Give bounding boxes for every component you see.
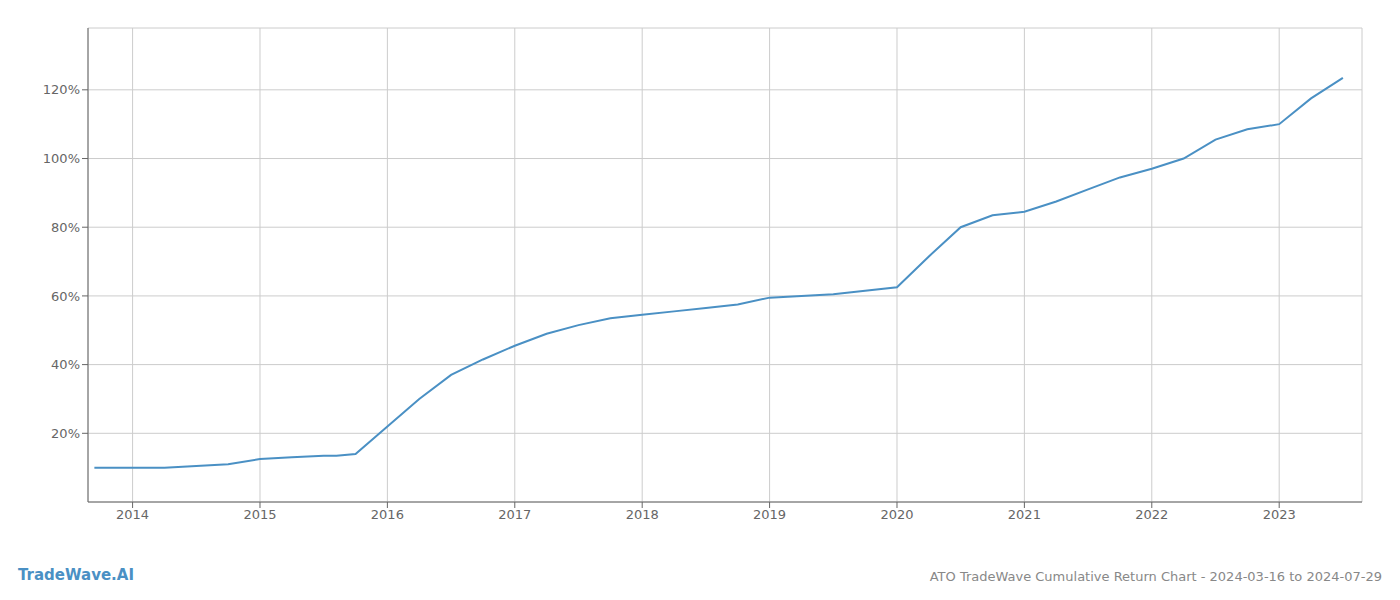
svg-text:20%: 20%	[51, 426, 80, 441]
svg-text:2016: 2016	[371, 507, 404, 522]
svg-text:2017: 2017	[498, 507, 531, 522]
svg-text:2014: 2014	[116, 507, 149, 522]
html-text:ATO TradeWave Cumulative Retur: ATO TradeWave Cumulative Return Chart - …	[929, 569, 1382, 584]
svg-text:2018: 2018	[626, 507, 659, 522]
svg-text:40%: 40%	[51, 357, 80, 372]
svg-text:120%: 120%	[43, 82, 80, 97]
svg-text:80%: 80%	[51, 220, 80, 235]
svg-text:2021: 2021	[1008, 507, 1041, 522]
svg-text:2019: 2019	[753, 507, 786, 522]
svg-text:100%: 100%	[43, 151, 80, 166]
html-text:TradeWave.AI: TradeWave.AI	[18, 566, 134, 584]
svg-text:2023: 2023	[1263, 507, 1296, 522]
svg-text:2022: 2022	[1135, 507, 1168, 522]
svg-text:60%: 60%	[51, 289, 80, 304]
svg-text:2020: 2020	[880, 507, 913, 522]
svg-text:2015: 2015	[243, 507, 276, 522]
